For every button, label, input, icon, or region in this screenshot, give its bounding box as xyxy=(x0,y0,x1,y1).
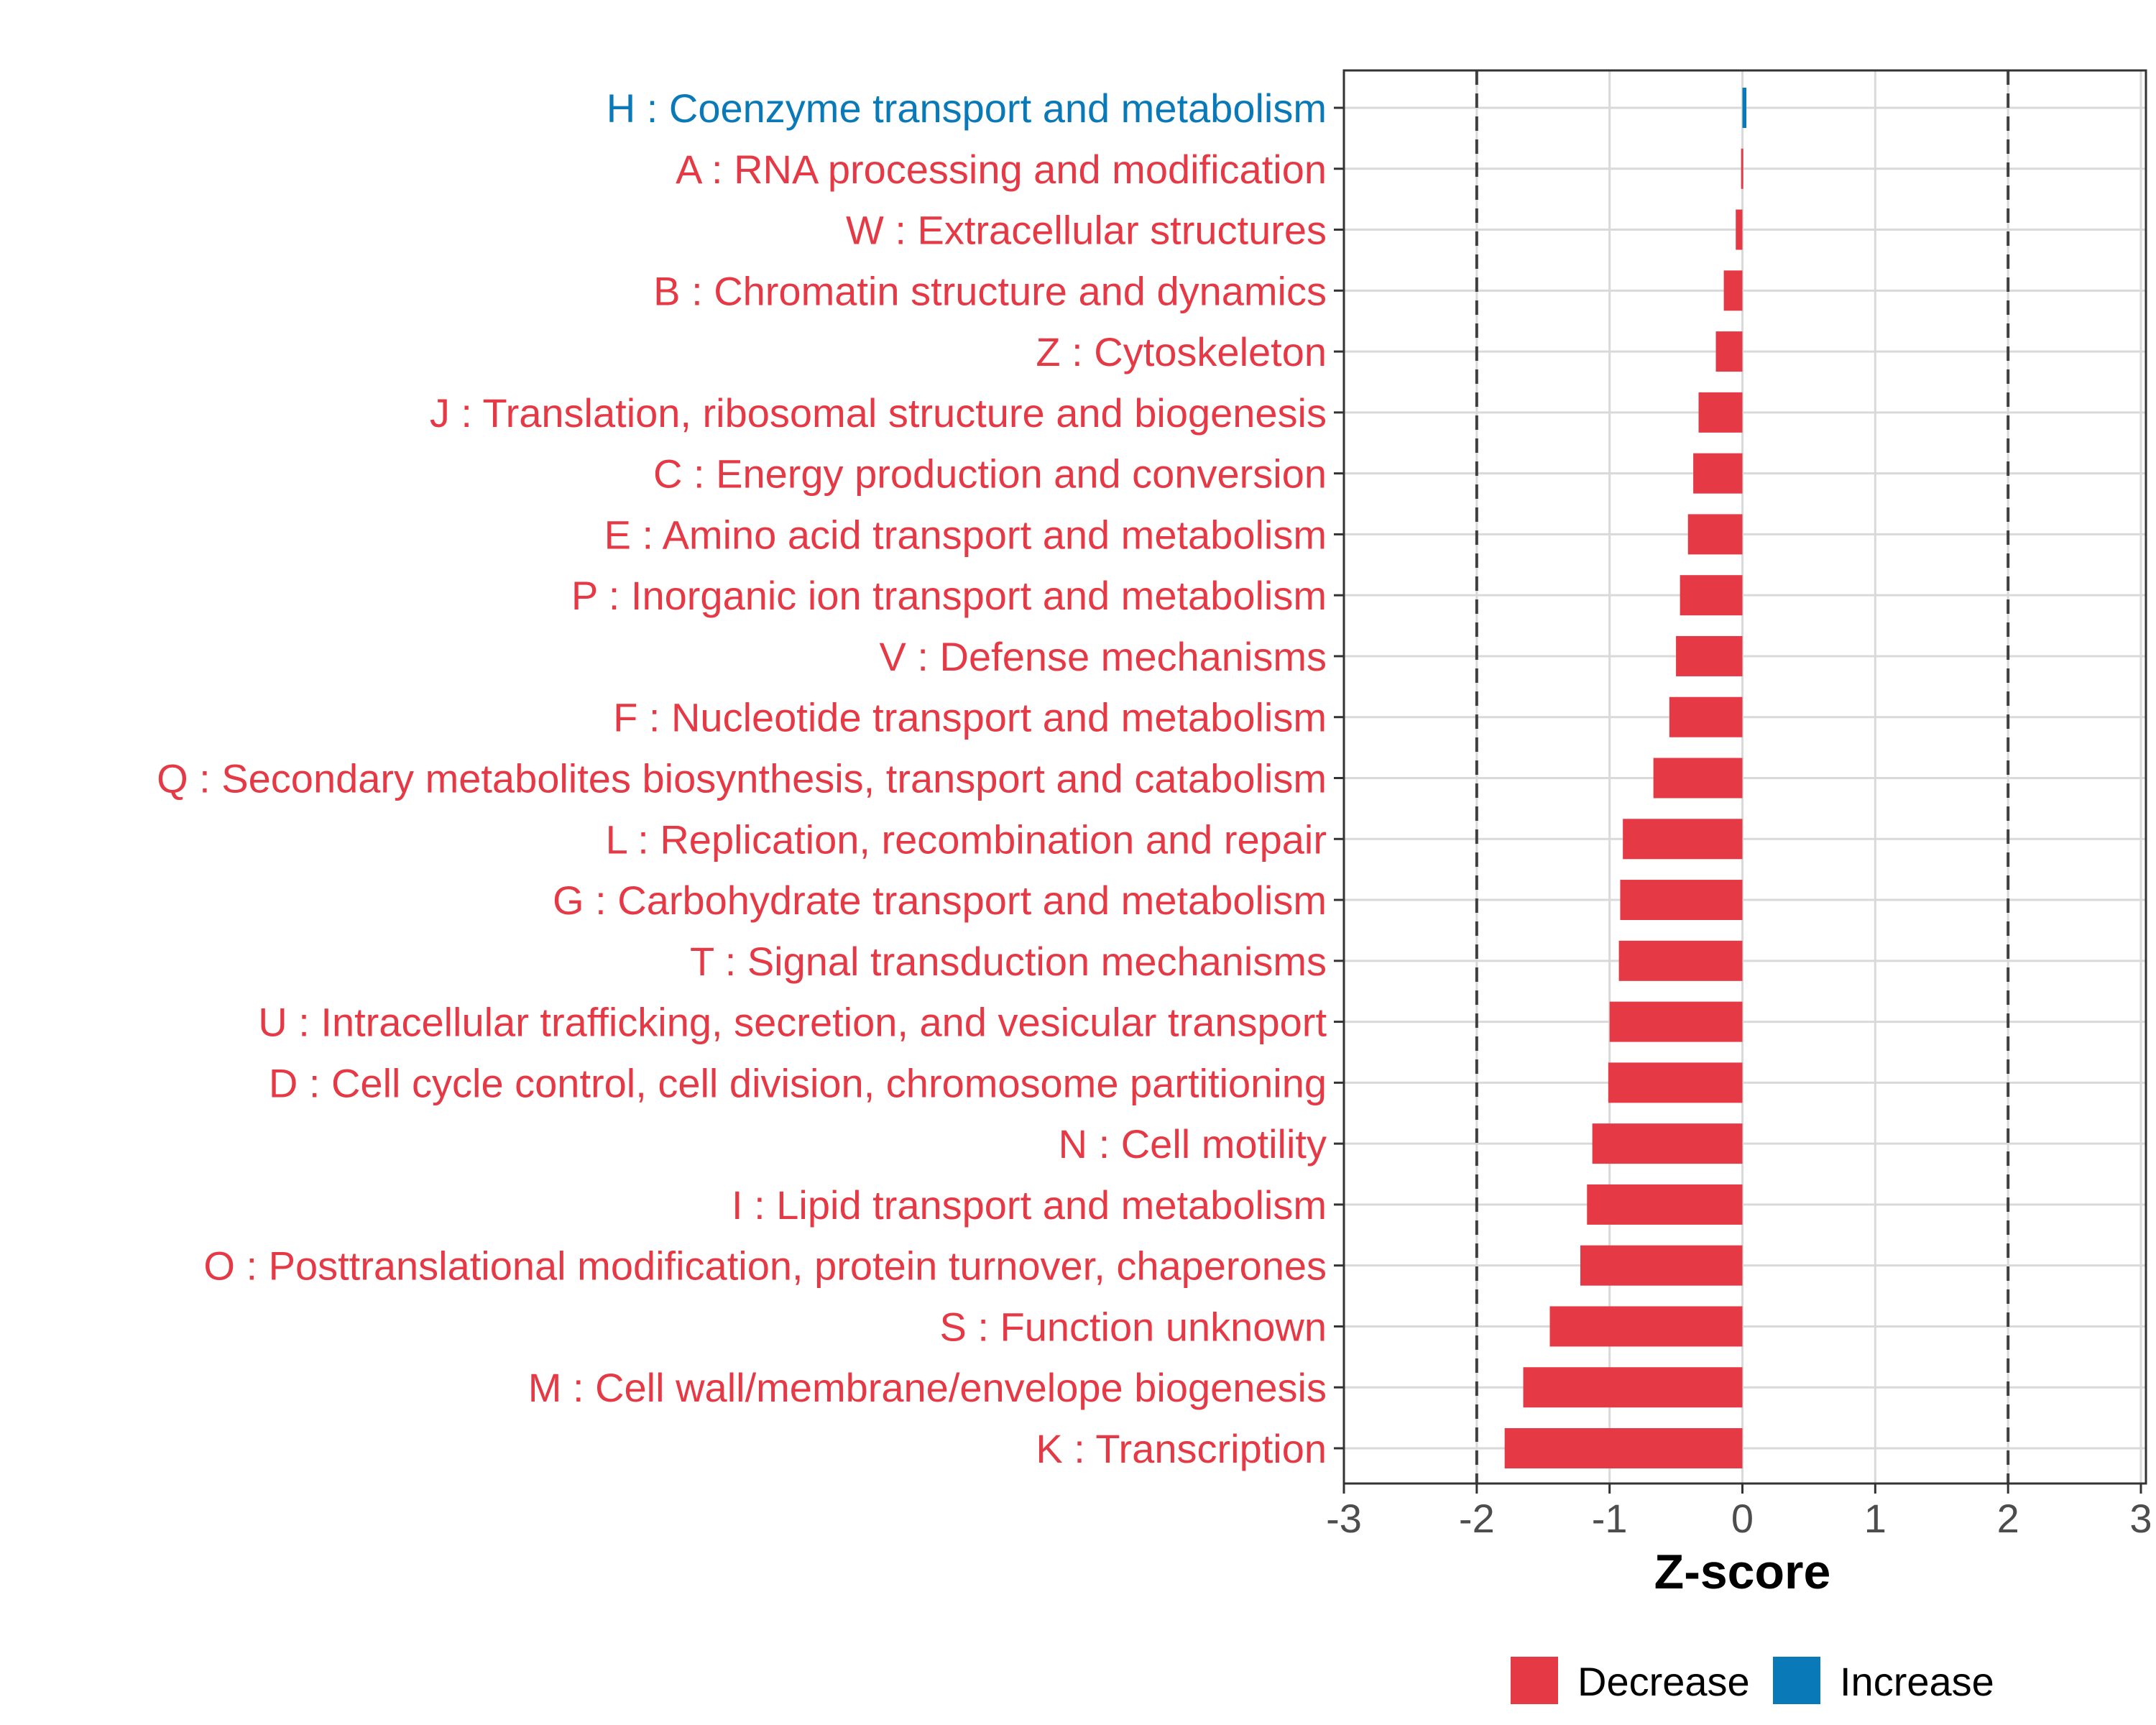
y-tick-label: I : Lipid transport and metabolism xyxy=(732,1182,1327,1228)
y-tick-label: P : Inorganic ion transport and metaboli… xyxy=(571,573,1327,618)
bar xyxy=(1687,514,1743,555)
y-tick-label: V : Defense mechanisms xyxy=(880,634,1327,679)
y-tick-label: J : Translation, ribosomal structure and… xyxy=(430,390,1327,436)
bar xyxy=(1504,1428,1743,1468)
y-tick-label: F : Nucleotide transport and metabolism xyxy=(613,695,1327,740)
bar xyxy=(1620,880,1743,921)
legend-label: Increase xyxy=(1840,1659,1994,1704)
y-axis: H : Coenzyme transport and metabolism A :… xyxy=(157,86,1344,1471)
bar xyxy=(1608,1062,1743,1103)
reference-lines xyxy=(1475,70,2010,1484)
y-tick-label: S : Function unknown xyxy=(939,1304,1327,1349)
bar xyxy=(1742,88,1747,128)
x-tick-label: -2 xyxy=(1459,1496,1495,1541)
bar xyxy=(1736,209,1743,250)
y-tick-label: Z : Cytoskeleton xyxy=(1036,329,1327,374)
x-tick-label: 1 xyxy=(1864,1496,1886,1541)
bar xyxy=(1523,1367,1743,1408)
y-tick-label: G : Carbohydrate transport and metabolis… xyxy=(553,878,1327,923)
y-tick-label: E : Amino acid transport and metabolism xyxy=(604,512,1327,557)
y-tick-label: O : Posttranslational modification, prot… xyxy=(203,1243,1327,1289)
legend-swatch xyxy=(1773,1657,1820,1704)
x-tick-label: -3 xyxy=(1326,1496,1362,1541)
x-tick-label: 3 xyxy=(2129,1496,2152,1541)
y-tick-label: Q : Secondary metabolites biosynthesis, … xyxy=(157,756,1327,801)
y-tick-label: N : Cell motility xyxy=(1059,1121,1327,1167)
x-axis-title: Z-score xyxy=(1654,1545,1831,1599)
bar xyxy=(1653,758,1743,799)
legend-label: Decrease xyxy=(1577,1659,1750,1704)
y-tick-label: K : Transcription xyxy=(1036,1426,1327,1471)
bar xyxy=(1715,331,1743,372)
legend: Decrease Increase xyxy=(1511,1657,1994,1704)
y-tick-label: T : Signal transduction mechanisms xyxy=(690,939,1327,984)
bar xyxy=(1549,1306,1743,1347)
x-tick-label: 0 xyxy=(1731,1496,1754,1541)
y-tick-label: A : RNA processing and modification xyxy=(676,147,1327,192)
bar xyxy=(1723,270,1743,311)
bar xyxy=(1580,1245,1743,1286)
bar xyxy=(1623,819,1743,860)
bars-layer xyxy=(1504,88,1747,1468)
x-axis: -3 -2 -1 0 1 2 3 xyxy=(1326,1484,2152,1541)
y-tick-label: U : Intracellular trafficking, secretion… xyxy=(258,1000,1327,1045)
bar xyxy=(1592,1123,1743,1164)
bar xyxy=(1618,940,1743,981)
bar xyxy=(1680,575,1743,616)
y-tick-label: B : Chromatin structure and dynamics xyxy=(653,268,1327,313)
y-tick-label: D : Cell cycle control, cell division, c… xyxy=(269,1060,1327,1105)
x-tick-label: -1 xyxy=(1592,1496,1628,1541)
legend-swatch xyxy=(1511,1657,1558,1704)
y-tick-label: W : Extracellular structures xyxy=(846,208,1327,253)
bar xyxy=(1693,453,1743,494)
y-tick-label: M : Cell wall/membrane/envelope biogenes… xyxy=(528,1365,1327,1410)
y-tick-label: H : Coenzyme transport and metabolism xyxy=(607,86,1327,131)
bar xyxy=(1587,1184,1743,1225)
bar xyxy=(1609,1001,1743,1042)
bar xyxy=(1669,696,1743,737)
y-tick-label: C : Energy production and conversion xyxy=(653,451,1327,497)
bar xyxy=(1698,392,1743,433)
bar xyxy=(1741,148,1743,189)
grid-layer xyxy=(1342,70,2146,1484)
bar xyxy=(1676,635,1743,676)
y-tick-label: L : Replication, recombination and repai… xyxy=(606,816,1327,862)
x-tick-label: 2 xyxy=(1997,1496,2019,1541)
